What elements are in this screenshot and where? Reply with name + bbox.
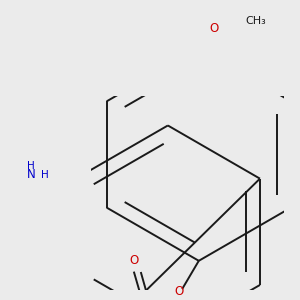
Text: H: H xyxy=(41,170,49,180)
Text: N: N xyxy=(27,168,36,181)
Text: O: O xyxy=(129,254,139,267)
Text: CH₃: CH₃ xyxy=(245,16,266,26)
Text: H: H xyxy=(27,161,35,171)
Text: O: O xyxy=(175,285,184,298)
Text: O: O xyxy=(210,22,219,35)
